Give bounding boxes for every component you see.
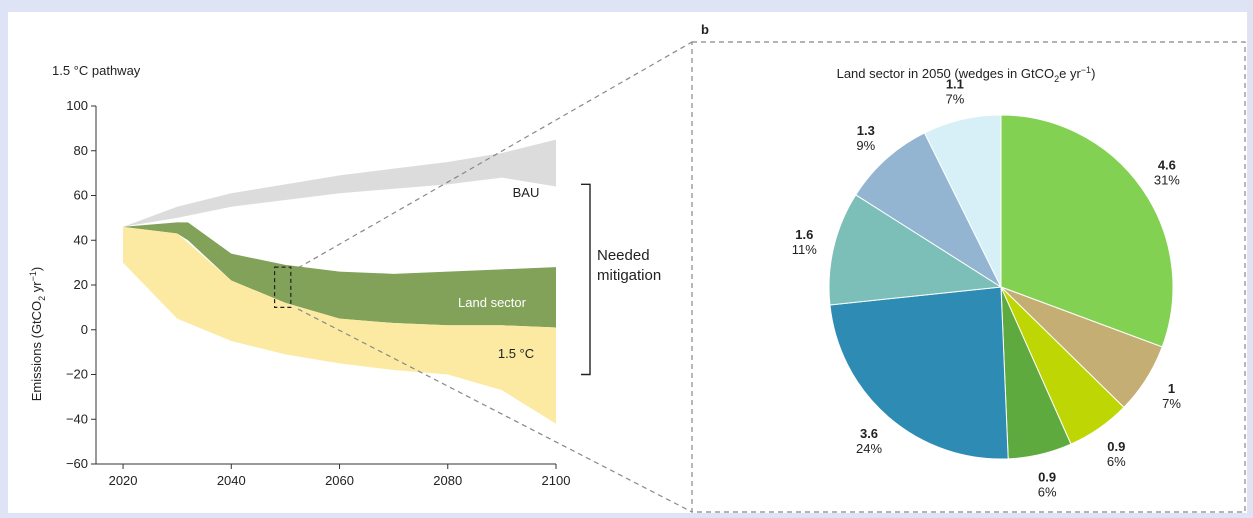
chart-title: 1.5 °C pathway — [52, 63, 141, 78]
pie-value-label: 0.9 — [1107, 439, 1125, 454]
pie-title-sub: 2 — [1054, 74, 1059, 84]
y-axis-label-main: Emissions (GtCO — [29, 301, 44, 401]
y-tick-label: 100 — [66, 98, 88, 113]
y-tick-label: 80 — [74, 143, 88, 158]
bracket-label-line1: Needed — [597, 247, 650, 264]
pie-title-sup: −1 — [1081, 65, 1091, 75]
pie-value-label: 4.6 — [1158, 158, 1176, 173]
pie-slice-7 — [923, 114, 1002, 288]
pie-title: Land sector in 2050 (wedges in GtCO2e yr… — [837, 65, 1096, 84]
figure-svg: 1.5 °C pathway 100 80 60 40 20 0 −20 −40 −60 2020… — [28, 22, 1246, 513]
pie-value-label: 1.1 — [946, 76, 964, 91]
y-tick-label: 40 — [74, 232, 88, 247]
pie-percent-label: 7% — [1162, 396, 1181, 411]
x-tick-label: 2020 — [109, 473, 138, 488]
x-tick-label: 2100 — [542, 473, 571, 488]
y-axis-label-sup: −1 — [28, 271, 38, 281]
pie-percent-label: 11% — [792, 242, 817, 257]
mitigation-bracket — [581, 183, 591, 376]
chart-axes: 100 80 60 40 20 0 −20 −40 −60 2020 2040 2060 2080 210… — [66, 98, 571, 488]
zoom-box — [273, 266, 292, 308]
y-axis-label-sub: 2 — [37, 296, 47, 301]
series-label-1-5c: 1.5 °C — [498, 346, 534, 361]
x-tick-label: 2040 — [217, 473, 246, 488]
y-tick-label: 60 — [74, 188, 88, 203]
pie-percent-label: 31% — [1154, 173, 1180, 188]
bracket-label-line2: mitigation — [597, 267, 661, 284]
bracket-line — [581, 183, 591, 376]
pie-percent-label: 24% — [856, 441, 882, 456]
pie-value-label: 1.6 — [795, 227, 813, 242]
pie-slice-5 — [828, 194, 1003, 306]
y-tick-label: −40 — [66, 411, 88, 426]
zoom-connector — [297, 41, 693, 513]
pie-slices — [828, 114, 1174, 460]
pie-title-main: Land sector in 2050 (wedges in GtCO — [837, 66, 1055, 81]
panel-b-frame — [691, 41, 1246, 513]
y-tick-label: −20 — [66, 367, 88, 382]
x-tick-label: 2080 — [433, 473, 462, 488]
y-axis-label-close: ) — [29, 267, 44, 271]
area-series-1 — [123, 222, 556, 328]
figure: 1.5 °C pathway 100 80 60 40 20 0 −20 −40 −60 2020… — [8, 12, 1247, 513]
pie-title-close: ) — [1091, 66, 1095, 81]
land-sector-pie-chart: Land sector in 2050 (wedges in GtCO2e yr… — [792, 65, 1182, 500]
area-series-0 — [123, 139, 556, 227]
pie-slice-4 — [829, 286, 1009, 460]
pie-value-label: 1.3 — [857, 123, 875, 138]
pie-slice-6 — [855, 132, 1003, 289]
area-series-2 — [123, 226, 556, 424]
pie-slice-0 — [1000, 114, 1174, 348]
pie-value-label: 3.6 — [860, 426, 878, 441]
x-tick-label: 2060 — [325, 473, 354, 488]
pie-percent-label: 6% — [1107, 454, 1126, 469]
y-axis-label: Emissions (GtCO2 yr−1) — [28, 267, 47, 401]
area-series — [123, 139, 556, 424]
pie-percent-label: 6% — [1038, 485, 1057, 500]
pie-value-label: 0.9 — [1038, 470, 1056, 485]
y-tick-label: 0 — [81, 322, 88, 337]
pie-percent-label: 9% — [856, 138, 875, 153]
y-axis-label-unit: yr — [29, 281, 44, 296]
panel-b-label: b — [701, 22, 709, 37]
y-tick-label: −60 — [66, 456, 88, 471]
y-tick-label: 20 — [74, 277, 88, 292]
pie-title-unit: e yr — [1059, 66, 1081, 81]
pie-value-label: 1 — [1168, 381, 1175, 396]
series-label-bau: BAU — [513, 185, 540, 200]
pie-percent-label: 7% — [945, 91, 964, 106]
series-label-land-sector: Land sector — [458, 295, 527, 310]
pathway-chart: 1.5 °C pathway 100 80 60 40 20 0 −20 −40 −60 2020… — [28, 63, 661, 488]
pie-labels: 4.631%17%0.96%0.96%3.624%1.611%1.39%1.17… — [792, 76, 1182, 499]
